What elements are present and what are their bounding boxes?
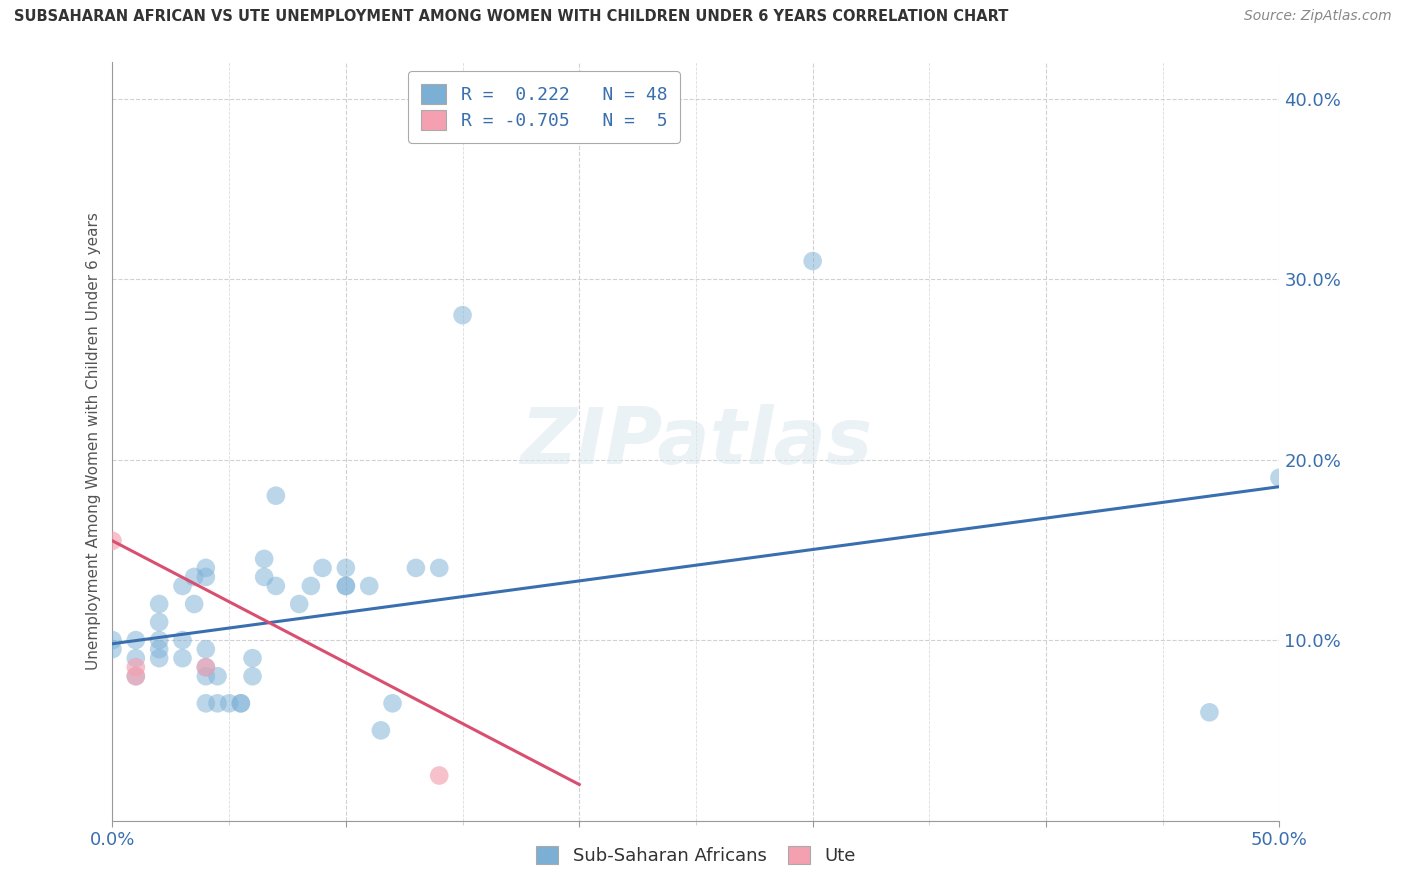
Point [427, 768, 450, 782]
Y-axis label: Unemployment Among Women with Children Under 6 years: Unemployment Among Women with Children U… [86, 212, 101, 671]
Legend: Sub-Saharan Africans, Ute: Sub-Saharan Africans, Ute [529, 839, 863, 872]
Point [125, 669, 148, 683]
Point [381, 696, 404, 710]
Text: Source: ZipAtlas.com: Source: ZipAtlas.com [1244, 9, 1392, 23]
Point [194, 570, 217, 584]
Point [335, 579, 357, 593]
Point [253, 552, 276, 566]
Point [194, 669, 217, 683]
Point [405, 561, 427, 575]
Text: SUBSAHARAN AFRICAN VS UTE UNEMPLOYMENT AMONG WOMEN WITH CHILDREN UNDER 6 YEARS C: SUBSAHARAN AFRICAN VS UTE UNEMPLOYMENT A… [14, 9, 1008, 24]
Point [1198, 706, 1220, 720]
Point [101, 642, 124, 657]
Point [125, 660, 148, 674]
Text: ZIPatlas: ZIPatlas [520, 403, 872, 480]
Point [359, 579, 381, 593]
Point [1268, 470, 1291, 484]
Point [242, 669, 264, 683]
Point [172, 633, 194, 648]
Point [253, 570, 276, 584]
Point [194, 660, 217, 674]
Point [311, 561, 333, 575]
Point [370, 723, 392, 738]
Point [264, 579, 287, 593]
Point [229, 696, 252, 710]
Point [194, 660, 217, 674]
Point [299, 579, 322, 593]
Point [148, 651, 170, 665]
Point [194, 696, 217, 710]
Point [335, 561, 357, 575]
Point [172, 579, 194, 593]
Point [172, 651, 194, 665]
Point [335, 579, 357, 593]
Point [183, 597, 205, 611]
Point [148, 597, 170, 611]
Point [194, 561, 217, 575]
Point [101, 633, 124, 648]
Point [229, 696, 252, 710]
Point [125, 633, 148, 648]
Point [194, 642, 217, 657]
Point [148, 615, 170, 629]
Point [218, 696, 240, 710]
Point [242, 651, 264, 665]
Point [207, 696, 229, 710]
Point [614, 128, 637, 142]
Point [101, 533, 124, 548]
Point [427, 561, 450, 575]
Point [183, 570, 205, 584]
Point [801, 254, 824, 268]
Point [451, 308, 474, 322]
Point [148, 642, 170, 657]
Point [148, 633, 170, 648]
Point [264, 489, 287, 503]
Point [207, 669, 229, 683]
Point [125, 651, 148, 665]
Point [288, 597, 311, 611]
Point [125, 669, 148, 683]
